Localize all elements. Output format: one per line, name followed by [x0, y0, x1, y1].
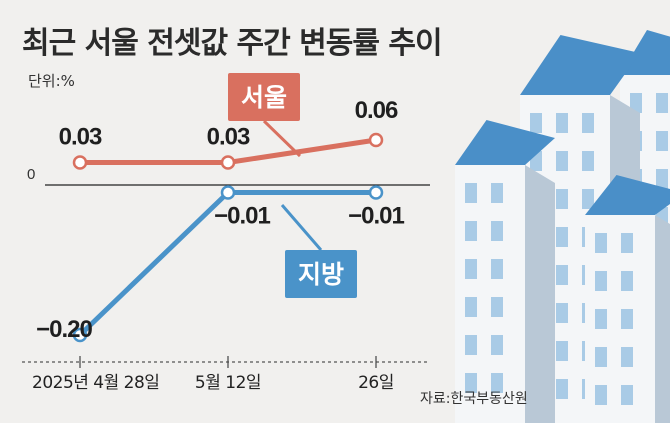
- window: [621, 385, 633, 405]
- window: [491, 335, 503, 355]
- window: [491, 297, 503, 317]
- series-seoul: 0.03 0.03 0.06: [59, 97, 399, 170]
- legend-seoul: 서울: [228, 73, 302, 158]
- window: [556, 379, 568, 399]
- x-tick-label: 5월 12일: [195, 373, 261, 393]
- window: [656, 131, 668, 151]
- window: [582, 113, 594, 133]
- window: [595, 271, 607, 291]
- data-label: −0.01: [214, 203, 270, 230]
- callout-leader: [280, 204, 323, 251]
- building-left: [455, 120, 555, 423]
- window: [595, 309, 607, 329]
- data-label: 0.03: [207, 124, 250, 151]
- window: [621, 309, 633, 329]
- building-roof: [520, 35, 640, 95]
- data-label: −0.01: [348, 203, 404, 230]
- window: [465, 259, 477, 279]
- window: [556, 227, 568, 247]
- data-point: [72, 155, 88, 170]
- data-label: 0.06: [355, 97, 398, 124]
- window: [491, 183, 503, 203]
- data-point: [368, 132, 384, 148]
- window: [556, 113, 568, 133]
- source-label: 자료:한국부동산원: [420, 391, 528, 407]
- data-point: [220, 155, 236, 170]
- building-side: [525, 165, 555, 423]
- window: [656, 93, 668, 113]
- window: [465, 335, 477, 355]
- unit-label: 단위:%: [28, 72, 75, 90]
- window: [465, 297, 477, 317]
- window: [621, 271, 633, 291]
- window: [491, 259, 503, 279]
- window: [582, 189, 594, 209]
- building-front: [585, 175, 670, 423]
- axes: 0 2025년 4월 28일 5월 12일 26일: [22, 166, 430, 393]
- data-point: [368, 185, 384, 200]
- data-label: 0.03: [59, 124, 102, 151]
- callout-leader: [262, 119, 302, 158]
- building-side: [655, 215, 670, 423]
- window: [465, 221, 477, 241]
- window: [621, 347, 633, 367]
- window: [556, 303, 568, 323]
- callout-box: [228, 73, 300, 121]
- building-roof: [620, 30, 670, 75]
- legend-regional: 지방: [280, 204, 357, 298]
- series-regional: −0.20 −0.01 −0.01: [36, 185, 406, 343]
- window: [621, 233, 633, 253]
- building-roof: [455, 120, 555, 165]
- window: [530, 113, 542, 133]
- building-roof: [585, 175, 670, 215]
- callout-box: [285, 250, 357, 298]
- window: [595, 385, 607, 405]
- window: [582, 151, 594, 171]
- zero-label: 0: [27, 166, 35, 183]
- window: [595, 347, 607, 367]
- callout-label: 서울: [241, 83, 287, 112]
- data-point: [72, 327, 88, 343]
- window: [465, 373, 477, 393]
- data-label: −0.20: [36, 316, 92, 343]
- window: [491, 221, 503, 241]
- window: [465, 183, 477, 203]
- window: [556, 341, 568, 361]
- window: [556, 265, 568, 285]
- x-tick-label: 2025년 4월 28일: [32, 373, 159, 393]
- window: [630, 93, 642, 113]
- x-tick-label: 26일: [358, 373, 394, 393]
- data-point: [220, 185, 236, 200]
- window: [656, 169, 668, 189]
- callout-label: 지방: [298, 260, 344, 289]
- chart-title: 최근 서울 전셋값 주간 변동률 추이: [22, 26, 443, 61]
- window: [491, 373, 503, 393]
- window: [595, 233, 607, 253]
- window: [556, 189, 568, 209]
- building-wall: [585, 215, 655, 423]
- window: [556, 151, 568, 171]
